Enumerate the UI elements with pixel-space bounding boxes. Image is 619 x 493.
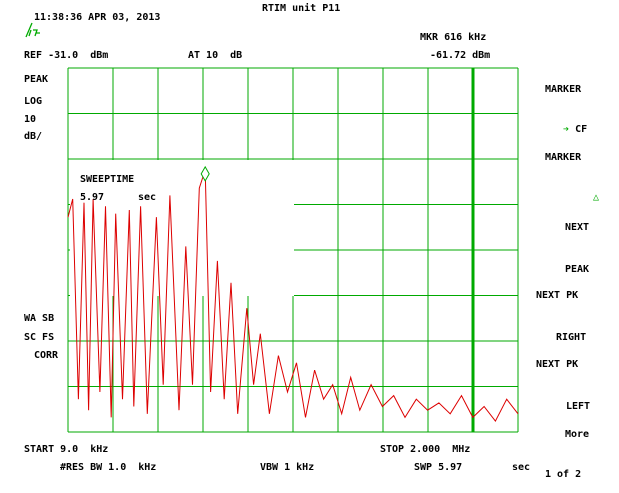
stop-frequency: STOP 2.000 MHz	[380, 444, 471, 455]
softkey-label: 1 of 2	[545, 469, 582, 480]
softkey-label: NEXT PK	[536, 359, 579, 370]
sweeptime-value: 5.97	[80, 192, 105, 203]
softkey-next-peak[interactable]: NEXT PEAK	[565, 198, 589, 288]
resolution-bandwidth: #RES BW 1.0 kHz	[60, 462, 157, 473]
corr-indicator: CORR	[34, 350, 59, 361]
softkey-next-pk-right[interactable]: NEXT PK RIGHT	[536, 266, 586, 356]
softkey-label: ➔ CF	[563, 124, 588, 135]
scale-unit: dB/	[24, 131, 43, 142]
arrow-right-icon: ➔	[563, 124, 570, 135]
screen-title: RTIM unit P11	[262, 3, 341, 14]
spectrum-trace	[67, 169, 519, 423]
start-frequency: START 9.0 kHz	[24, 444, 109, 455]
wa-sb-indicator: WA SB	[24, 313, 55, 324]
softkey-marker-delta[interactable]: MARKER △	[545, 128, 599, 216]
detector-mode: PEAK	[24, 74, 49, 85]
timestamp: 11:38:36 APR 03, 2013	[34, 12, 161, 23]
softkey-label: MARKER	[545, 84, 582, 95]
video-bandwidth: VBW 1 kHz	[260, 462, 315, 473]
ref-level: REF -31.0 dBm	[24, 50, 109, 61]
sweep-time-unit: sec	[512, 462, 531, 473]
softkey-marker-cf[interactable]: MARKER ➔ CF	[545, 60, 587, 148]
scale-type: LOG	[24, 96, 43, 107]
sweeptime-label: SWEEPTIME	[80, 174, 135, 185]
softkey-label: PEAK	[565, 264, 590, 275]
softkey-more[interactable]: More 1 of 2	[545, 405, 589, 493]
softkey-label: MARKER	[545, 152, 582, 163]
delta-icon: △	[593, 192, 600, 203]
softkey-label: LEFT	[566, 401, 591, 412]
sweep-time: SWP 5.97	[414, 462, 463, 473]
marker-readout: MKR 616 kHz	[420, 32, 487, 43]
attenuation: AT 10 dB	[188, 50, 243, 61]
softkey-label: NEXT	[565, 222, 590, 233]
softkey-label: More	[565, 429, 590, 440]
softkey-next-pk-left[interactable]: NEXT PK LEFT	[536, 335, 590, 425]
scale-value: 10	[24, 114, 37, 125]
hp-logo-icon	[25, 22, 40, 38]
softkey-label: RIGHT	[556, 332, 587, 343]
marker-diamond-icon	[200, 165, 210, 182]
marker-level: -61.72 dBm	[430, 50, 491, 61]
sc-fs-indicator: SC FS	[24, 332, 55, 343]
softkey-label: NEXT PK	[536, 290, 579, 301]
sweeptime-unit: sec	[138, 192, 157, 203]
